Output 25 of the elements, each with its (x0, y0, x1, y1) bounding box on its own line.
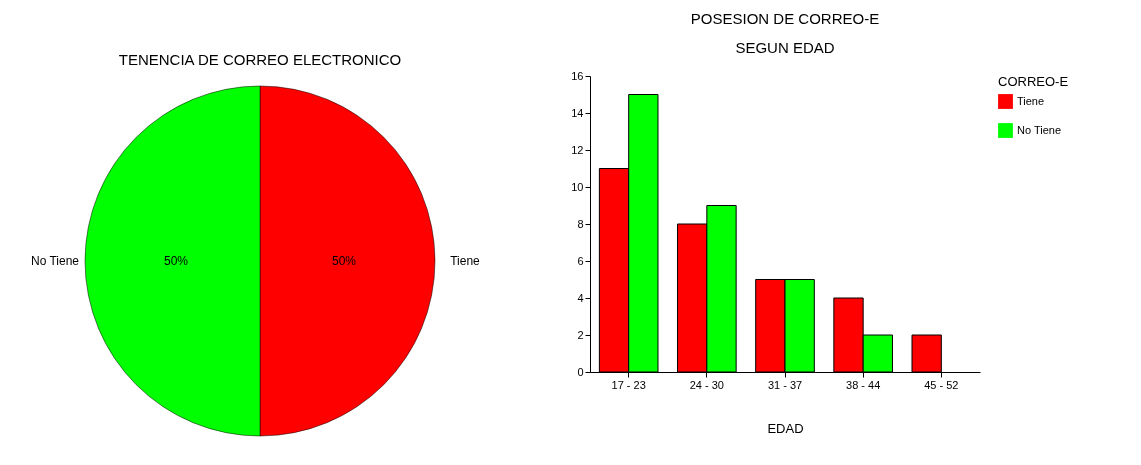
x-tick-label: 45 - 52 (924, 378, 959, 391)
y-tick-label: 16 (571, 69, 584, 82)
y-tick-label: 6 (577, 254, 584, 267)
x-tick-label: 31 - 37 (767, 378, 803, 391)
y-tick-label: 8 (577, 217, 584, 230)
slice-label: Tiene (450, 254, 481, 268)
legend-label: Tiene (1017, 94, 1045, 107)
y-tick-label: 2 (577, 328, 584, 341)
x-tick-label: 38 - 44 (846, 378, 881, 391)
y-tick-label: 14 (571, 106, 584, 119)
y-tick-label: 12 (571, 143, 584, 156)
x-tick-label: 17 - 23 (611, 378, 646, 391)
chart-title: TENENCIA DE CORREO ELECTRONICO (118, 51, 402, 68)
chart-subtitle: SEGUN EDAD (735, 39, 835, 56)
x-axis-title: EDAD (767, 420, 804, 436)
data-label: 50% (331, 254, 357, 268)
x-tick-label: 24 - 30 (689, 378, 724, 391)
slice-label: No Tiene (30, 254, 80, 268)
y-tick-label: 10 (571, 180, 584, 193)
y-tick-label: 0 (577, 365, 584, 378)
chart-title: POSESION DE CORREO-E (690, 10, 880, 27)
y-tick-label: 4 (577, 291, 584, 304)
data-label: 50% (163, 254, 189, 268)
legend-label: No Tiene (1017, 123, 1062, 136)
legend-title: CORREO-E (998, 74, 1069, 89)
